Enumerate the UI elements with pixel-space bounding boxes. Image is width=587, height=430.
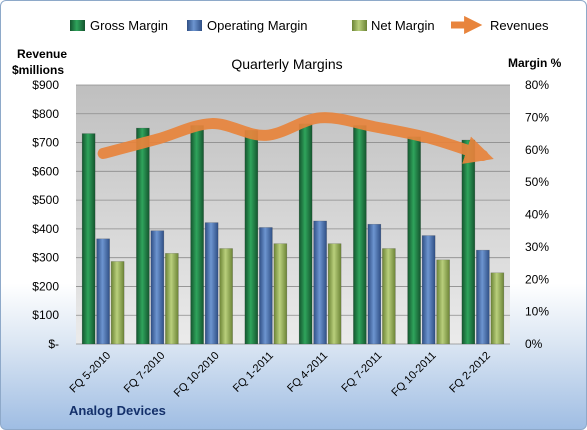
legend-label-operating-margin: Operating Margin: [207, 18, 307, 33]
right-axis-title: Margin %: [508, 56, 562, 70]
legend-swatch-operating-margin: [187, 20, 202, 31]
category-label: FQ 7-2010: [122, 350, 168, 396]
bar-operating-margin: [367, 223, 382, 345]
bar-operating-margin: [150, 230, 165, 345]
bar-net-margin: [219, 248, 233, 345]
bar-gross-margin: [81, 133, 96, 345]
company-name: Analog Devices: [69, 403, 166, 418]
right-tick-label: 60%: [525, 143, 549, 157]
bar-operating-margin: [421, 235, 436, 345]
category-label: FQ 1-2011: [231, 350, 276, 395]
legend-swatch-net-margin: [352, 20, 367, 31]
right-tick-label: 0%: [525, 337, 543, 351]
left-tick-label: $200: [32, 279, 59, 293]
left-tick-label: $600: [32, 164, 59, 178]
left-tick-label: $700: [32, 136, 59, 150]
bar-gross-margin: [461, 139, 476, 345]
bar-operating-margin: [259, 227, 273, 345]
left-axis-title-line1: Revenue: [17, 47, 67, 61]
bar-net-margin: [382, 248, 396, 345]
category-label: FQ 7-2011: [339, 350, 384, 395]
right-tick-label: 30%: [525, 240, 549, 254]
legend-label-net-margin: Net Margin: [371, 18, 435, 33]
right-axis-ticks: 0% 10% 20% 30% 40% 50% 60% 70% 80%: [525, 78, 549, 351]
left-tick-label: $-: [48, 337, 59, 351]
right-tick-label: 80%: [525, 78, 549, 92]
bar-operating-margin: [476, 249, 490, 345]
bar-operating-margin: [204, 222, 219, 345]
bar-gross-margin: [244, 130, 259, 345]
left-axis-title-line2: $millions: [12, 63, 64, 77]
category-label: FQ 4-2011: [285, 350, 330, 395]
category-label: FQ 10-2011: [389, 350, 438, 399]
right-tick-label: 50%: [525, 175, 549, 189]
bar-gross-margin: [190, 125, 204, 345]
right-tick-label: 40%: [525, 208, 549, 222]
legend-label-gross-margin: Gross Margin: [90, 18, 168, 33]
category-label: FQ 5-2010: [68, 350, 114, 396]
bar-net-margin: [165, 253, 179, 345]
legend-swatch-gross-margin: [70, 20, 85, 31]
revenue-line: [97, 112, 494, 164]
bar-net-margin: [490, 272, 505, 345]
category-label: FQ 2-2012: [447, 350, 493, 396]
category-labels: FQ 5-2010 FQ 7-2010 FQ 10-2010 FQ 1-2011 FQ …: [68, 350, 493, 400]
bar-operating-margin: [96, 238, 110, 345]
bar-gross-margin: [353, 125, 367, 345]
right-tick-label: 10%: [525, 305, 549, 319]
legend-label-revenues: Revenues: [490, 18, 549, 33]
left-axis-ticks: $- $100 $200 $300 $400 $500 $600 $700 $800 $900: [32, 78, 59, 351]
bar-net-margin: [327, 243, 342, 345]
legend: Gross Margin Operating Margin Net Margin…: [70, 15, 549, 35]
bar-net-margin: [110, 261, 125, 345]
chart-title: Quarterly Margins: [231, 56, 342, 72]
category-label: FQ 10-2010: [172, 350, 222, 400]
bar-gross-margin: [407, 136, 421, 345]
bar-operating-margin: [313, 220, 327, 345]
right-tick-label: 70%: [525, 110, 549, 124]
bar-gross-margin: [136, 127, 150, 345]
left-tick-label: $400: [32, 222, 59, 236]
left-tick-label: $800: [32, 107, 59, 121]
right-tick-label: 20%: [525, 272, 549, 286]
bar-net-margin: [436, 259, 450, 345]
left-tick-label: $900: [32, 78, 59, 92]
left-tick-label: $300: [32, 251, 59, 265]
bar-net-margin: [273, 243, 288, 345]
left-tick-label: $100: [32, 308, 59, 322]
left-tick-label: $500: [32, 193, 59, 207]
bars: [81, 123, 505, 345]
bar-gross-margin: [298, 123, 313, 345]
